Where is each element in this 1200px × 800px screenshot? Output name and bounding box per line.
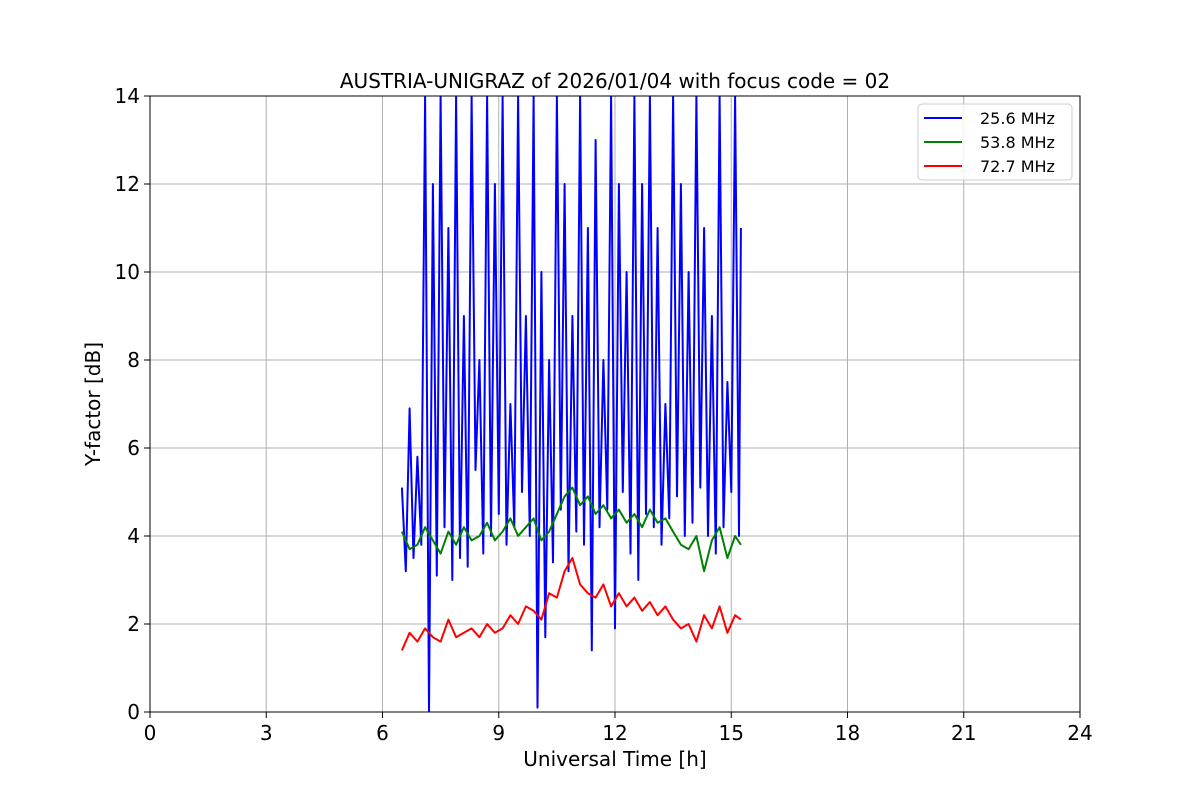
x-tick-label: 24 bbox=[1067, 721, 1092, 745]
x-tick-label: 21 bbox=[951, 721, 976, 745]
y-tick-label: 8 bbox=[127, 348, 140, 372]
y-tick-label: 14 bbox=[115, 84, 140, 108]
x-tick-label: 0 bbox=[144, 721, 157, 745]
x-tick-label: 3 bbox=[260, 721, 273, 745]
x-tick-label: 15 bbox=[719, 721, 744, 745]
y-tick-label: 0 bbox=[127, 700, 140, 724]
legend-label-1: 53.8 MHz bbox=[980, 133, 1055, 152]
x-tick-label: 12 bbox=[602, 721, 627, 745]
series-line-2 bbox=[400, 557, 742, 651]
y-tick-label: 10 bbox=[115, 260, 140, 284]
series-line-0 bbox=[400, 96, 742, 712]
y-tick-label: 6 bbox=[127, 436, 140, 460]
x-tick-label: 18 bbox=[835, 721, 860, 745]
chart-title: AUSTRIA-UNIGRAZ of 2026/01/04 with focus… bbox=[340, 69, 890, 93]
series-layer bbox=[400, 96, 742, 712]
legend-box bbox=[917, 103, 1073, 181]
x-tick-label: 9 bbox=[492, 721, 505, 745]
legend-label-0: 25.6 MHz bbox=[980, 109, 1055, 128]
y-tick-label: 4 bbox=[127, 524, 140, 548]
y-tick-label: 12 bbox=[115, 172, 140, 196]
x-axis-label: Universal Time [h] bbox=[523, 747, 706, 771]
y-tick-label: 2 bbox=[127, 612, 140, 636]
x-tick-label: 6 bbox=[376, 721, 389, 745]
legend-label-2: 72.7 MHz bbox=[980, 157, 1055, 176]
y-axis-label: Y-factor [dB] bbox=[81, 342, 105, 467]
legend: 25.6 MHz 53.8 MHz 72.7 MHz bbox=[917, 103, 1073, 181]
series-line-1 bbox=[400, 486, 742, 573]
